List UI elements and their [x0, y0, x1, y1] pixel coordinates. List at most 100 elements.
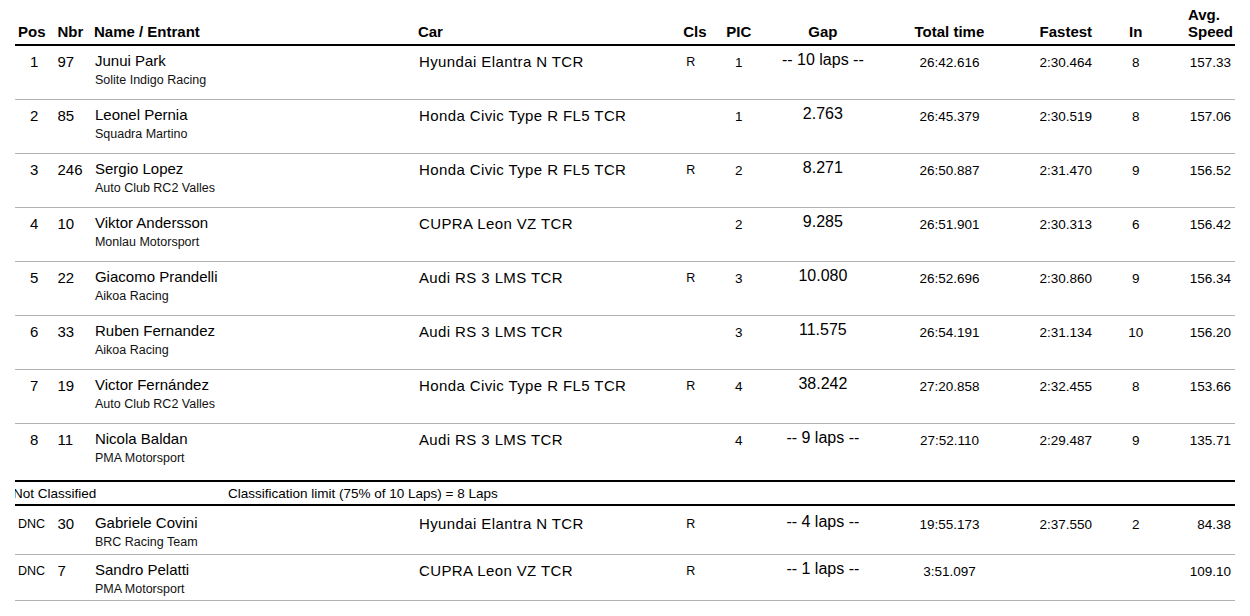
driver-name: Victor Fernández — [95, 377, 417, 393]
cell-fastest: 2:29.487 — [1015, 423, 1116, 477]
cell-total-time: 26:54.191 — [884, 315, 1016, 369]
cell-pic: 2 — [716, 207, 763, 261]
cell-pic — [716, 554, 763, 600]
column-header-name-entrant: Name / Entrant — [94, 6, 418, 45]
cell-car: CUPRA Leon VZ TCR — [418, 554, 679, 600]
column-header-avg-speed: Avg.Speed — [1155, 6, 1235, 45]
cell-number: 11 — [53, 423, 93, 477]
classification-limit-text: Classification limit (75% of 10 Laps) = … — [228, 486, 1235, 501]
cell-pic: 3 — [716, 315, 763, 369]
driver-name: Gabriele Covini — [95, 515, 417, 531]
entrant-name: Monlau Motorsport — [95, 235, 417, 249]
driver-name: Viktor Andersson — [95, 215, 417, 231]
cell-car: Hyundai Elantra N TCR — [418, 508, 679, 554]
cell-car: Audi RS 3 LMS TCR — [418, 315, 679, 369]
cell-number: 33 — [53, 315, 93, 369]
cell-car: Honda Civic Type R FL5 TCR — [418, 153, 679, 207]
cell-in — [1116, 554, 1154, 600]
cell-in: 8 — [1116, 45, 1154, 99]
cell-number: 22 — [53, 261, 93, 315]
cell-in: 8 — [1116, 369, 1154, 423]
cell-name-entrant: Ruben Fernandez Aikoa Racing — [94, 315, 418, 369]
cell-name-entrant: Victor Fernández Auto Club RC2 Valles — [94, 369, 418, 423]
column-header-fastest: Fastest — [1015, 6, 1116, 45]
column-header-gap: Gap — [762, 6, 883, 45]
not-classified-box: Not Classified Classification limit (75%… — [15, 480, 1235, 506]
result-row: DNC 30 Gabriele Covini BRC Racing Team H… — [15, 508, 1235, 554]
cell-class: R — [679, 508, 715, 554]
driver-name: Nicola Baldan — [95, 431, 417, 447]
column-header-nbr: Nbr — [53, 6, 93, 45]
cell-fastest — [1015, 554, 1116, 600]
result-row: 8 11 Nicola Baldan PMA Motorsport Audi R… — [15, 423, 1235, 477]
cell-class: R — [679, 153, 715, 207]
column-header-car: Car — [418, 6, 679, 45]
cell-in: 9 — [1116, 423, 1154, 477]
cell-name-entrant: Giacomo Prandelli Aikoa Racing — [94, 261, 418, 315]
entrant-name: Squadra Martino — [95, 127, 417, 141]
cell-fastest: 2:30.519 — [1015, 99, 1116, 153]
cell-gap: 8.271 — [762, 153, 883, 207]
cell-class — [679, 207, 715, 261]
entrant-name: Solite Indigo Racing — [95, 73, 417, 87]
cell-avg-speed: 109.10 — [1155, 554, 1235, 600]
cell-position: 5 — [15, 261, 53, 315]
cell-number: 19 — [53, 369, 93, 423]
cell-class: R — [679, 261, 715, 315]
cell-gap: 11.575 — [762, 315, 883, 369]
cell-class — [679, 99, 715, 153]
cell-fastest: 2:30.860 — [1015, 261, 1116, 315]
cell-fastest: 2:30.313 — [1015, 207, 1116, 261]
cell-gap: 10.080 — [762, 261, 883, 315]
column-header-in: In — [1116, 6, 1154, 45]
cell-number: 30 — [53, 508, 93, 554]
cell-class: R — [679, 45, 715, 99]
cell-total-time: 26:52.696 — [884, 261, 1016, 315]
cell-position: 3 — [15, 153, 53, 207]
cell-pic: 2 — [716, 153, 763, 207]
cell-gap: -- 1 laps -- — [762, 554, 883, 600]
cell-fastest: 2:30.464 — [1015, 45, 1116, 99]
cell-position: DNC — [15, 554, 53, 600]
cell-avg-speed: 156.42 — [1155, 207, 1235, 261]
cell-class — [679, 315, 715, 369]
cell-total-time: 27:20.858 — [884, 369, 1016, 423]
avg-label-line2: Speed — [1188, 23, 1233, 40]
result-row: 4 10 Viktor Andersson Monlau Motorsport … — [15, 207, 1235, 261]
entrant-name: Aikoa Racing — [95, 343, 417, 357]
cell-in: 9 — [1116, 261, 1154, 315]
cell-fastest: 2:31.134 — [1015, 315, 1116, 369]
cell-total-time: 26:42.616 — [884, 45, 1016, 99]
entrant-name: BRC Racing Team — [95, 535, 417, 549]
cell-avg-speed: 135.71 — [1155, 423, 1235, 477]
cell-in: 10 — [1116, 315, 1154, 369]
cell-pic: 4 — [716, 369, 763, 423]
driver-name: Ruben Fernandez — [95, 323, 417, 339]
cell-gap: -- 10 laps -- — [762, 45, 883, 99]
cell-gap: -- 4 laps -- — [762, 508, 883, 554]
result-row: 5 22 Giacomo Prandelli Aikoa Racing Audi… — [15, 261, 1235, 315]
cell-position: 8 — [15, 423, 53, 477]
cell-car: Audi RS 3 LMS TCR — [418, 261, 679, 315]
driver-name: Junui Park — [95, 53, 417, 69]
results-table: Pos Nbr Name / Entrant Car Cls PIC Gap T… — [15, 6, 1235, 601]
cell-number: 97 — [53, 45, 93, 99]
cell-fastest: 2:31.470 — [1015, 153, 1116, 207]
cell-class: R — [679, 369, 715, 423]
cell-in: 8 — [1116, 99, 1154, 153]
cell-name-entrant: Gabriele Covini BRC Racing Team — [94, 508, 418, 554]
table-header: Pos Nbr Name / Entrant Car Cls PIC Gap T… — [15, 6, 1235, 45]
cell-position: 1 — [15, 45, 53, 99]
entrant-name: PMA Motorsport — [95, 451, 417, 465]
cell-number: 10 — [53, 207, 93, 261]
entrant-name: Auto Club RC2 Valles — [95, 397, 417, 411]
cell-total-time: 19:55.173 — [884, 508, 1016, 554]
result-row: 2 85 Leonel Pernia Squadra Martino Honda… — [15, 99, 1235, 153]
cell-class — [679, 423, 715, 477]
cell-gap: 38.242 — [762, 369, 883, 423]
cell-avg-speed: 156.34 — [1155, 261, 1235, 315]
cell-car: CUPRA Leon VZ TCR — [418, 207, 679, 261]
cell-car: Hyundai Elantra N TCR — [418, 45, 679, 99]
cell-fastest: 2:37.550 — [1015, 508, 1116, 554]
column-header-total-time: Total time — [884, 6, 1016, 45]
